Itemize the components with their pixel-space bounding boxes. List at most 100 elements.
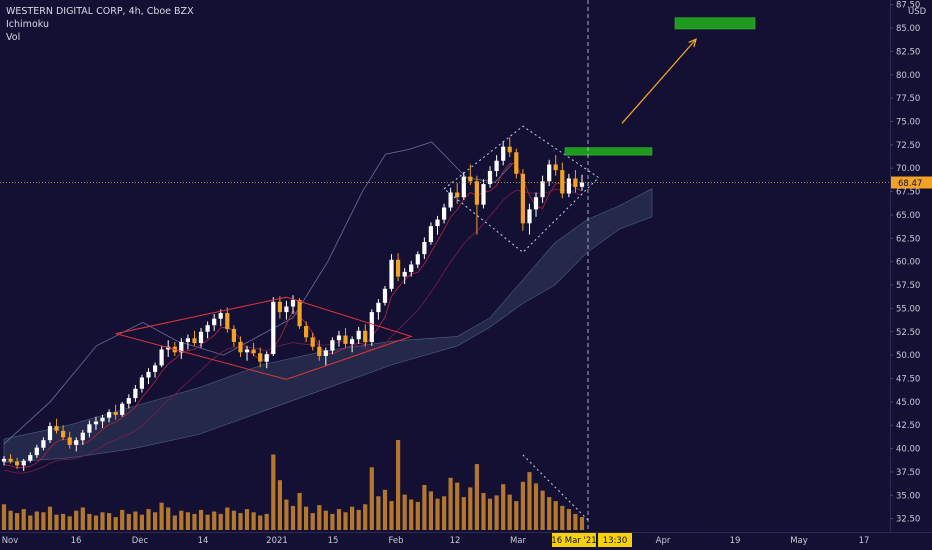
candle-body	[579, 182, 585, 187]
ichimoku-cloud	[3, 188, 653, 463]
candle-body	[435, 219, 440, 227]
volume-bar	[172, 515, 177, 530]
candle-body	[560, 170, 565, 194]
candle-body	[376, 302, 381, 313]
diamond-pattern-red	[115, 296, 413, 380]
volume-bar	[34, 511, 39, 530]
volume-bar	[231, 510, 236, 530]
y-tick-label: 85.00	[896, 24, 920, 34]
candle-body	[54, 426, 59, 431]
volume-bar	[435, 498, 440, 530]
candle-body	[461, 176, 466, 198]
volume-bar	[382, 489, 388, 530]
volume-trend-line	[522, 454, 589, 521]
candle-body	[244, 349, 250, 353]
y-tick-label: 55.00	[896, 304, 920, 314]
candle-body	[1, 458, 7, 462]
volume-bar	[1, 504, 7, 530]
volume-bar	[396, 440, 401, 530]
candle-body	[573, 178, 578, 187]
volume-bar	[533, 483, 539, 530]
candle-body	[271, 301, 276, 355]
candle-body	[8, 458, 13, 462]
cursor-date-label: 16 Mar '21	[551, 536, 596, 546]
volume-bar	[93, 515, 99, 530]
x-tick-label: 17	[859, 536, 870, 546]
volume-bar	[212, 511, 217, 530]
volume-bar	[369, 467, 374, 530]
volume-bar	[494, 495, 499, 530]
volume-bar	[244, 509, 250, 530]
target-zone-2[interactable]	[674, 17, 756, 30]
volume-bar	[422, 485, 427, 530]
volume-bar	[560, 505, 565, 530]
indicator-vol-label[interactable]: Vol	[6, 32, 21, 43]
candle-body	[28, 455, 33, 461]
candle-body	[284, 306, 289, 313]
candle-body	[290, 300, 296, 307]
volume-bar	[15, 513, 20, 530]
candle-body	[153, 365, 158, 372]
candle-body	[258, 353, 263, 362]
y-tick-label: 50.00	[896, 351, 920, 361]
x-tick-label: May	[790, 536, 808, 546]
candle-body	[402, 271, 407, 277]
volume-bar	[389, 501, 394, 530]
y-tick-label: 70.00	[896, 164, 920, 174]
candle-body	[317, 346, 322, 356]
volume-bar	[290, 505, 296, 530]
candle-body	[487, 171, 493, 185]
candle-body	[494, 160, 499, 171]
y-tick-label: 65.00	[896, 211, 920, 221]
candle-body	[179, 342, 184, 353]
x-tick-label: 12	[450, 536, 461, 546]
target-zone-1[interactable]	[564, 147, 653, 156]
candle-body	[330, 340, 335, 351]
volume-bar	[41, 512, 46, 530]
volume-bar	[356, 509, 361, 530]
y-tick-label: 62.50	[896, 234, 920, 244]
candle-body	[67, 437, 72, 445]
volume-bar	[139, 514, 144, 530]
volume-bar	[61, 513, 66, 530]
volume-bar	[507, 494, 512, 530]
indicator-ichimoku-label[interactable]: Ichimoku	[6, 19, 49, 30]
volume-bar	[87, 513, 92, 530]
candle-body	[547, 164, 552, 182]
volume-bar	[225, 507, 230, 530]
candle-body	[527, 209, 532, 224]
y-tick-label: 82.50	[896, 47, 920, 57]
x-tick-label: 19	[730, 536, 741, 546]
volume-bar	[304, 506, 309, 530]
projection-arrow-head	[688, 38, 697, 48]
y-tick-label: 47.50	[896, 375, 920, 385]
y-axis-currency: USD	[908, 7, 927, 17]
volume-bar	[501, 484, 506, 530]
x-tick-label: Mar	[510, 536, 527, 546]
symbol-title[interactable]: WESTERN DIGITAL CORP, 4h, Cboe BZX	[6, 6, 194, 17]
x-tick-label: Dec	[132, 536, 149, 546]
volume-bar	[330, 513, 335, 530]
candle-body	[474, 181, 479, 205]
candle-body	[507, 146, 512, 153]
y-tick-label: 77.50	[896, 94, 920, 104]
candle-body	[198, 331, 204, 343]
candle-body	[422, 242, 427, 255]
candle-body	[540, 181, 545, 198]
volume-bar	[336, 509, 342, 530]
candle-body	[80, 432, 85, 441]
candle-body	[21, 460, 26, 466]
y-tick-label: 35.00	[896, 491, 920, 501]
volume-bar	[448, 477, 453, 530]
volume-bar	[297, 493, 302, 530]
candle-body	[343, 335, 348, 344]
volume-bar	[553, 501, 558, 530]
x-tick-label: 2021	[266, 536, 288, 546]
volume-bar	[120, 509, 125, 530]
candle-body	[212, 318, 217, 326]
volume-bar	[107, 513, 112, 530]
volume-bar	[540, 490, 545, 530]
volume-bar	[185, 512, 190, 530]
